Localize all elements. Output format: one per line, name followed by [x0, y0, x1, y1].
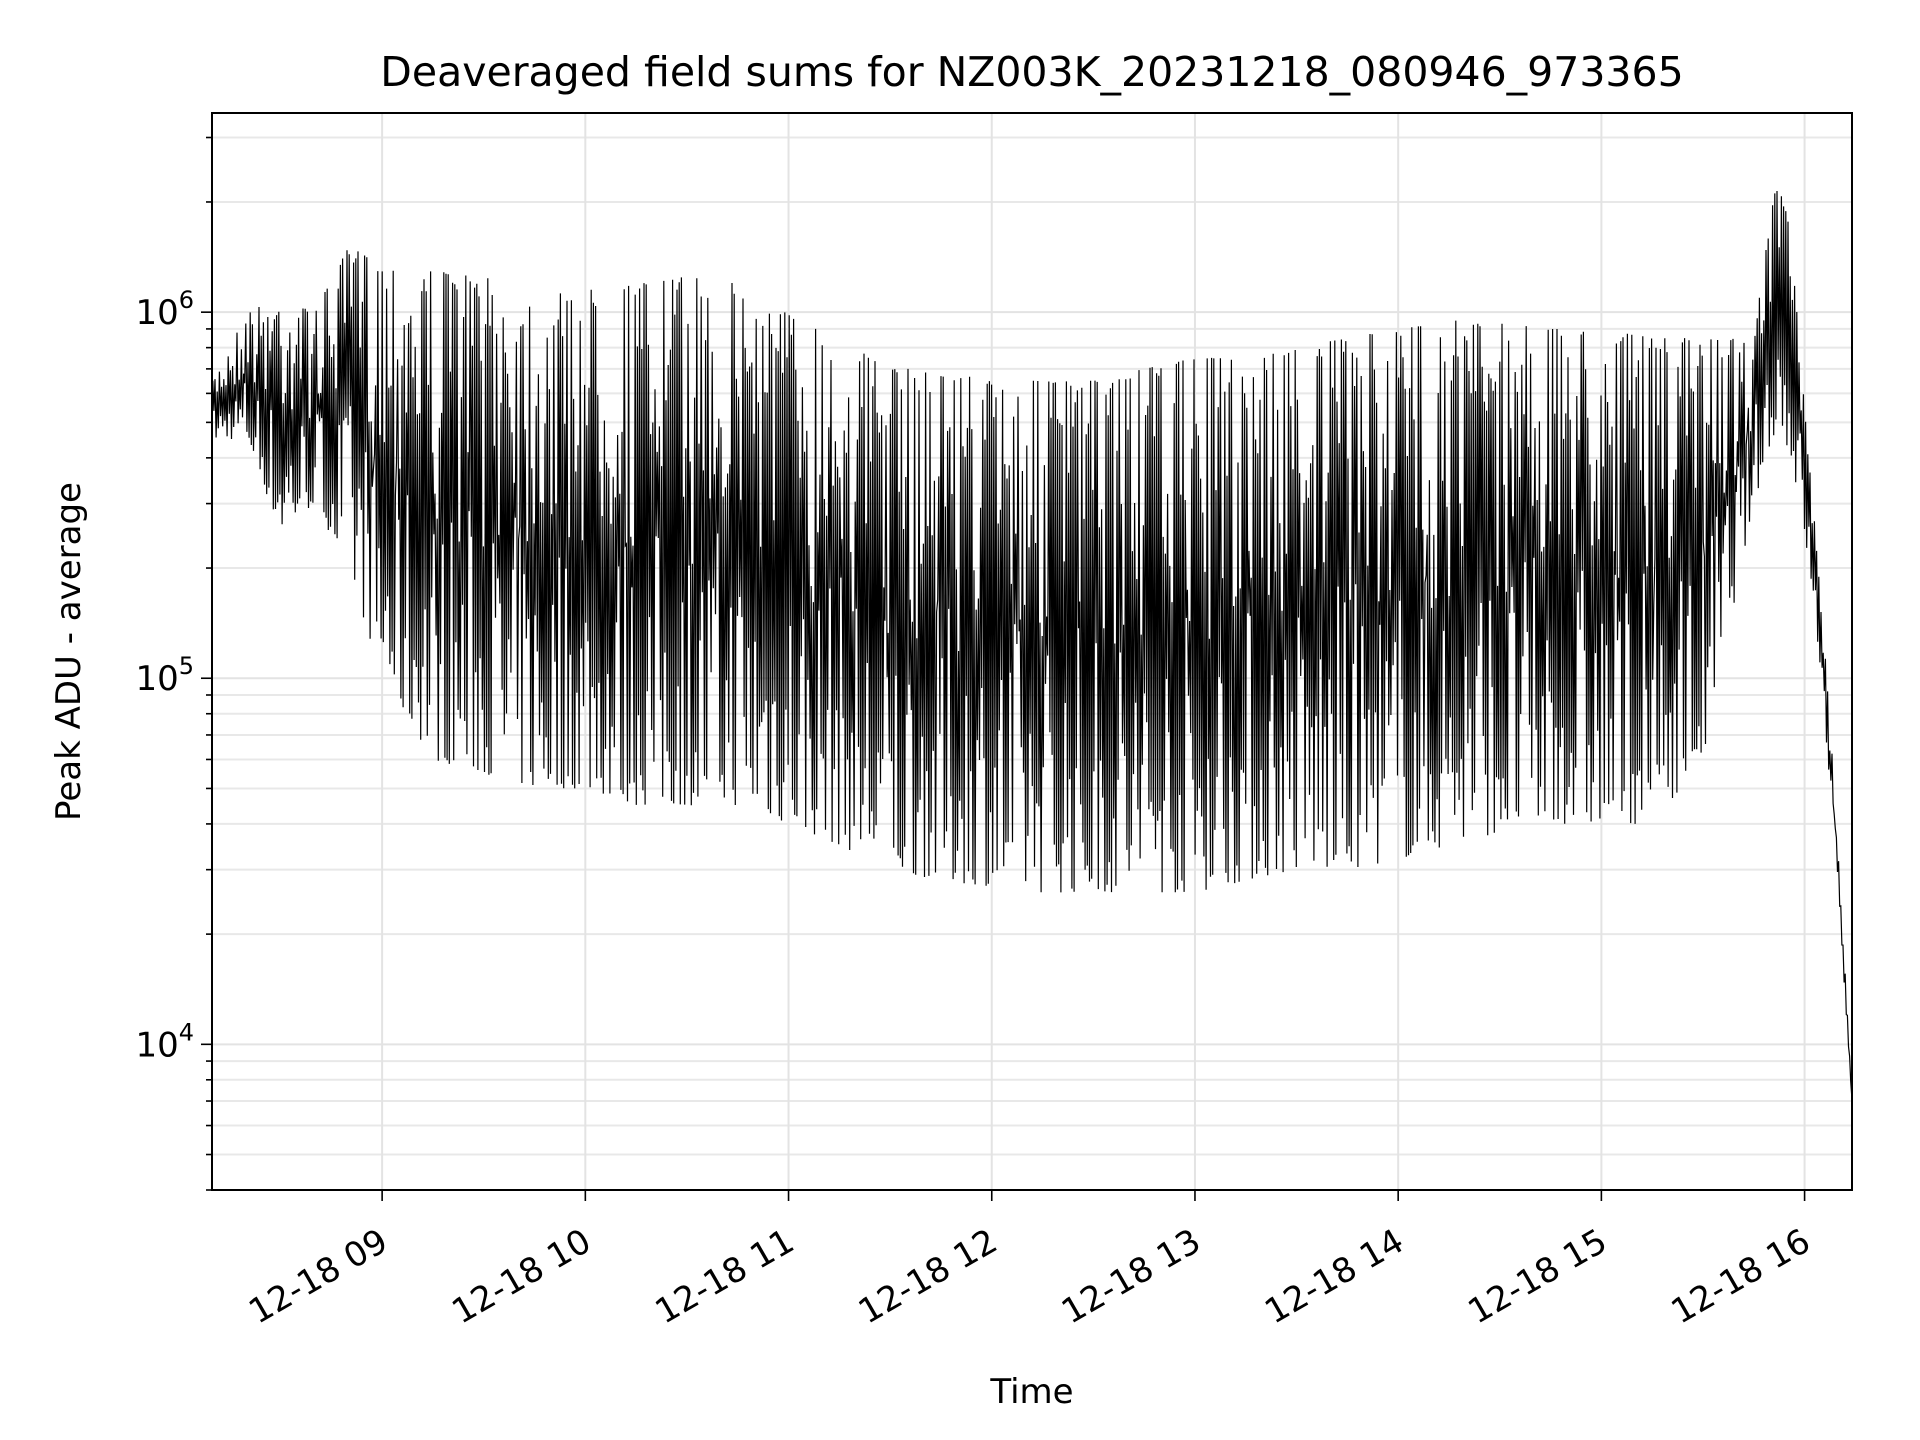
plot-data	[212, 190, 1853, 1098]
y-axis-title: Peak ADU - average	[49, 482, 89, 821]
y-tick-label: 105	[135, 652, 194, 699]
y-tick-label: 106	[135, 286, 194, 333]
series-line	[212, 190, 1853, 1098]
chart-title: Deaveraged field sums for NZ003K_2023121…	[380, 48, 1683, 96]
y-tick-label: 104	[135, 1018, 194, 1065]
axis-ticks	[201, 136, 1806, 1201]
x-axis-title: Time	[989, 1372, 1073, 1412]
plot-frame	[211, 112, 1853, 1191]
